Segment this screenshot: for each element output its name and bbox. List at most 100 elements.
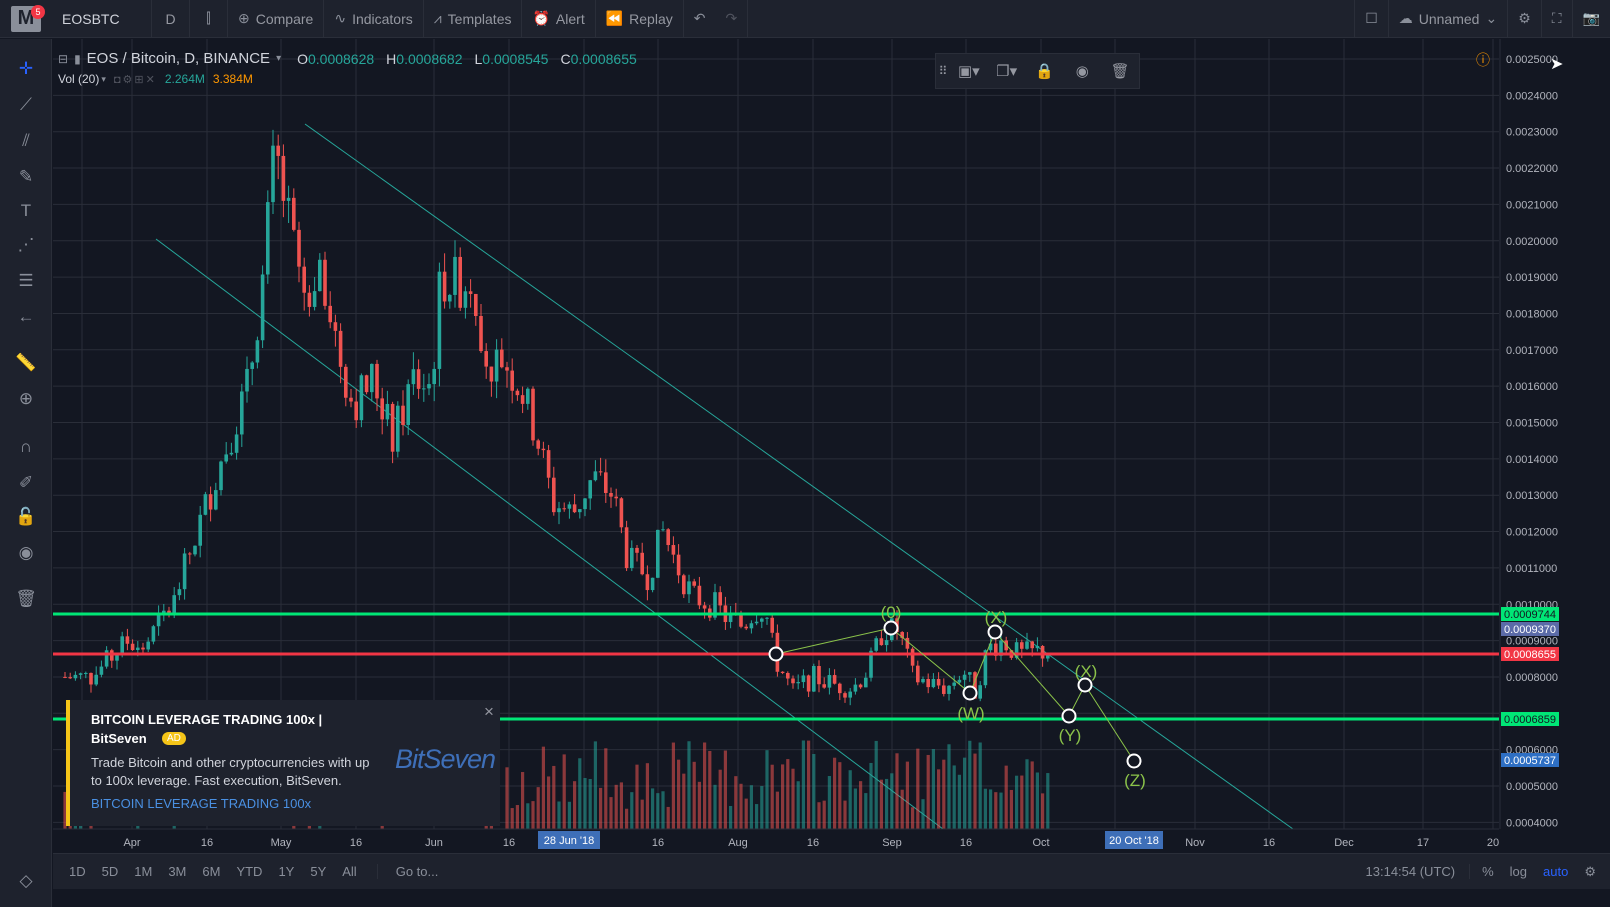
candle-body (931, 678, 936, 688)
range-button-6m[interactable]: 6M (202, 864, 221, 879)
candle-body (312, 291, 317, 307)
volume-bar (791, 768, 795, 829)
utc-clock[interactable]: 13:14:54 (UTC) (1358, 864, 1471, 879)
trend-line-tool[interactable]: ⟋ (0, 89, 52, 121)
study-controls-icon[interactable]: ◘⚙⊞✕ (113, 73, 157, 86)
goto-button[interactable]: Go to... (376, 864, 447, 879)
replay-label: Replay (629, 10, 673, 27)
stay-drawing-tool[interactable]: ✐ (0, 467, 52, 499)
candle-body (947, 685, 951, 694)
range-button-3m[interactable]: 3M (168, 864, 187, 879)
pattern-tool[interactable]: ⋰ (0, 229, 52, 261)
template-button[interactable]: ▣▾ (950, 53, 988, 89)
fullscreen-button[interactable]: ⛶ (1542, 0, 1573, 38)
volume-bar (781, 764, 785, 829)
fullscreen-icon: ⛶ (1551, 10, 1562, 26)
ad-link[interactable]: BITCOIN LEVERAGE TRADING 100x (91, 796, 312, 811)
volume-bar (723, 750, 727, 829)
measure-tool[interactable]: 📏 (0, 347, 52, 379)
lock-button[interactable]: 🔒 (1026, 53, 1064, 89)
volume-bar (1025, 759, 1029, 829)
crosshair-tool[interactable]: ✛ (0, 53, 52, 85)
save-layout-button[interactable]: ☁ Unnamed ⌄ (1389, 0, 1509, 38)
auto-toggle[interactable]: auto (1543, 864, 1569, 879)
candle-body (177, 589, 182, 596)
price-label-box (1501, 607, 1559, 621)
delete-button[interactable]: 🗑 (1101, 53, 1139, 89)
ad-banner[interactable]: BITCOIN LEVERAGE TRADING 100x | BitSeven… (66, 700, 500, 826)
ruler-icon: 📏 (15, 353, 37, 372)
replay-button[interactable]: ⏪ Replay (596, 0, 684, 38)
logo-menu-button[interactable]: M 5 (0, 0, 52, 38)
diamond-icon: ◇ (19, 871, 33, 890)
log-toggle[interactable]: log (1509, 864, 1528, 879)
text-tool[interactable]: T (0, 195, 52, 227)
candle-body (869, 650, 873, 678)
volume-bar (796, 781, 800, 829)
drag-handle-icon[interactable]: ⠿ (938, 64, 948, 78)
price-axis[interactable]: 0.0025000 0.0024000 0.0023000 0.0022000 0.00… (1499, 39, 1610, 853)
volume-bar (989, 789, 993, 829)
range-button-5d[interactable]: 5D (101, 864, 119, 879)
time-highlight-end: 20 Oct '18 (1109, 835, 1159, 847)
prediction-tool[interactable]: ☰ (0, 265, 52, 297)
range-button-all[interactable]: All (342, 864, 357, 879)
brush-tool[interactable]: ✎ (0, 161, 52, 193)
ad-close-button[interactable]: × (484, 702, 494, 721)
range-button-1y[interactable]: 1Y (278, 864, 295, 879)
wave-point (1061, 708, 1077, 724)
percent-toggle[interactable]: % (1482, 864, 1494, 879)
symbol-title[interactable]: EOS / Bitcoin, D, BINANCE (86, 50, 271, 67)
pitchfork-tool[interactable]: ⫽ (0, 125, 52, 157)
time-tick-label: 20 (1487, 837, 1499, 849)
collapse-icon[interactable]: ⊟ (58, 51, 69, 66)
zoom-tool[interactable]: ⊕ (0, 383, 52, 415)
range-button-5y[interactable]: 5Y (310, 864, 327, 879)
price-chart[interactable]: (0) (X)(W)(Y)(X)(Z) 0.00250000.00240000.0… (53, 39, 1610, 853)
layout-select-button[interactable]: ☐ (1354, 0, 1389, 38)
alert-button[interactable]: ⏰ Alert (522, 0, 596, 38)
close-label: C (560, 50, 571, 67)
volume-bar (947, 744, 951, 829)
redo-button[interactable]: ↷ (715, 0, 749, 38)
visibility-button[interactable]: ◉ (1063, 53, 1101, 89)
remove-drawings-tool[interactable]: 🗑 (0, 583, 52, 615)
candle-body (780, 671, 785, 673)
candle-body (609, 493, 613, 497)
range-button-1d[interactable]: 1D (69, 864, 86, 879)
volume-bar (770, 764, 774, 829)
range-button-1m[interactable]: 1M (134, 864, 153, 879)
time-highlight-start-box (538, 831, 600, 849)
ad-title[interactable]: BITCOIN LEVERAGE TRADING 100x | (91, 712, 323, 727)
back-tool[interactable]: ← (0, 301, 52, 333)
hide-panel-tool[interactable]: ◇ (0, 865, 52, 897)
flag-icon[interactable]: ▮ (74, 51, 81, 66)
candle-body (593, 471, 598, 481)
undo-button[interactable]: ↶ (684, 0, 716, 38)
chevron-down-icon[interactable]: ▾ (276, 53, 282, 64)
clone-button[interactable]: ❐▾ (988, 53, 1026, 89)
ad-badge: AD (162, 732, 186, 745)
interval-button[interactable]: D (152, 0, 190, 38)
chevron-down-icon[interactable]: ▾ (101, 73, 106, 84)
chart-type-button[interactable]: ⫿ (190, 0, 228, 38)
volume-bar (786, 759, 790, 829)
indicators-button[interactable]: ∿ Indicators (324, 0, 424, 38)
range-button-ytd[interactable]: YTD (236, 864, 263, 879)
wave-point (768, 646, 784, 662)
snapshot-button[interactable]: 📷 (1573, 0, 1610, 38)
candle-body (146, 641, 150, 650)
chart-settings-button[interactable]: ⚙ (1576, 864, 1610, 880)
hide-drawings-tool[interactable]: ◉ (0, 537, 52, 569)
templates-button[interactable]: ⩘ Templates (424, 0, 523, 38)
candle-body (448, 294, 452, 302)
compare-button[interactable]: ⊕ Compare (228, 0, 325, 38)
lock-drawings-tool[interactable]: 🔓 (0, 501, 52, 533)
time-axis[interactable]: Apr 16 May 16 Jun 16 16 Aug 16 Sep 16 Oct Nov 16 Dec 17… (53, 828, 1499, 849)
settings-button[interactable]: ⚙ (1508, 0, 1542, 38)
warning-icon[interactable]: ⓘ (1476, 52, 1490, 68)
volume-name[interactable]: Vol (20) (58, 72, 100, 86)
magnet-tool[interactable]: ∩ (0, 431, 52, 463)
symbol-search-button[interactable]: EOSBTC (52, 0, 152, 38)
candle-body (910, 648, 915, 666)
